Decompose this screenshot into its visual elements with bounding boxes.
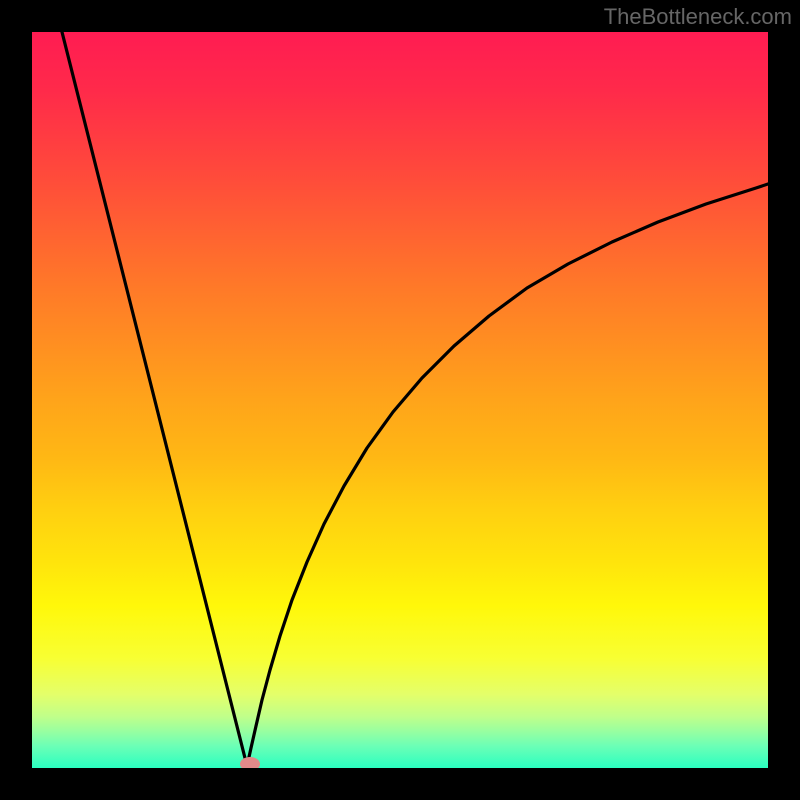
curve-svg — [32, 32, 768, 768]
bottleneck-curve — [62, 32, 768, 766]
chart-container: TheBottleneck.com — [0, 0, 800, 800]
minimum-marker — [240, 757, 260, 768]
watermark-text: TheBottleneck.com — [604, 4, 792, 30]
plot-area — [32, 32, 768, 768]
